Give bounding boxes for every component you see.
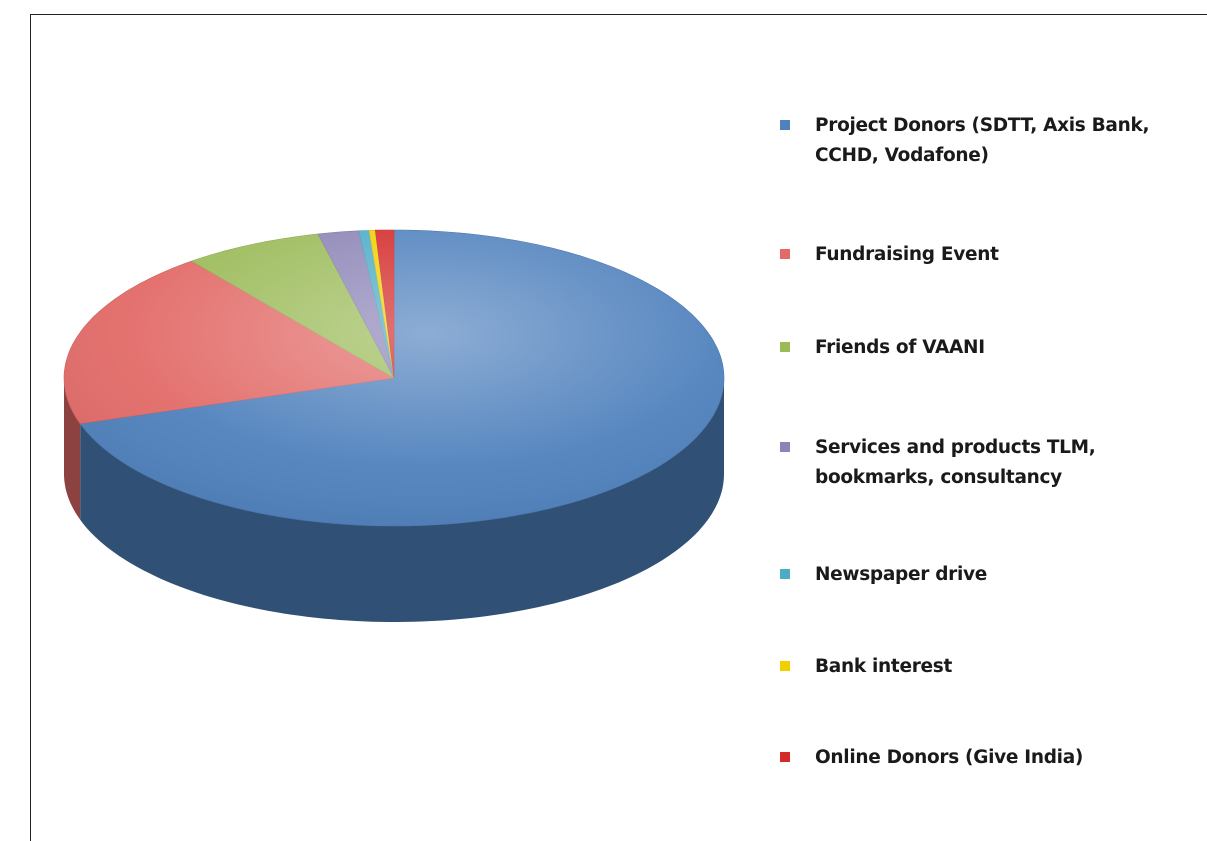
pie-sides [64,378,724,622]
legend-label: Friends of VAANI [815,337,985,358]
pie-sheen [64,230,724,526]
frame-left-border [30,14,31,841]
legend-label: Project Donors (SDTT, Axis Bank, CCHD, V… [815,115,1150,166]
legend-swatch [780,752,790,762]
legend-item-services-and-products-tlm-bookmarks-consultancy: Services and products TLM, bookmarks, co… [770,433,1200,493]
legend-swatch [780,442,790,452]
legend-item-friends-of-vaani: Friends of VAANI [770,333,1200,363]
legend-swatch [780,342,790,352]
legend-item-bank-interest: Bank interest [770,652,1200,682]
legend-label: Newspaper drive [815,564,988,585]
legend-item-fundraising-event: Fundraising Event [770,240,1200,270]
legend-swatch [780,249,790,259]
legend-label: Fundraising Event [815,244,999,265]
legend-item-project-donors-sdtt-axis-bank-cchd-vodafone: Project Donors (SDTT, Axis Bank, CCHD, V… [770,111,1200,171]
legend-label: Services and products TLM, bookmarks, co… [815,437,1096,488]
chart-legend: Project Donors (SDTT, Axis Bank, CCHD, V… [770,0,1200,841]
legend-label: Bank interest [815,656,953,677]
legend-swatch [780,120,790,130]
legend-item-newspaper-drive: Newspaper drive [770,560,1200,590]
pie-side-fundraising-event [64,378,81,520]
legend-item-online-donors-give-india: Online Donors (Give India) [770,743,1200,773]
frame-top-border [30,14,1207,15]
legend-swatch [780,661,790,671]
legend-label: Online Donors (Give India) [815,747,1084,768]
pie-tops [63,229,725,527]
pie-side-project-donors-sdtt-axis-bank-cchd-vodafone [80,378,724,622]
legend-swatch [780,569,790,579]
